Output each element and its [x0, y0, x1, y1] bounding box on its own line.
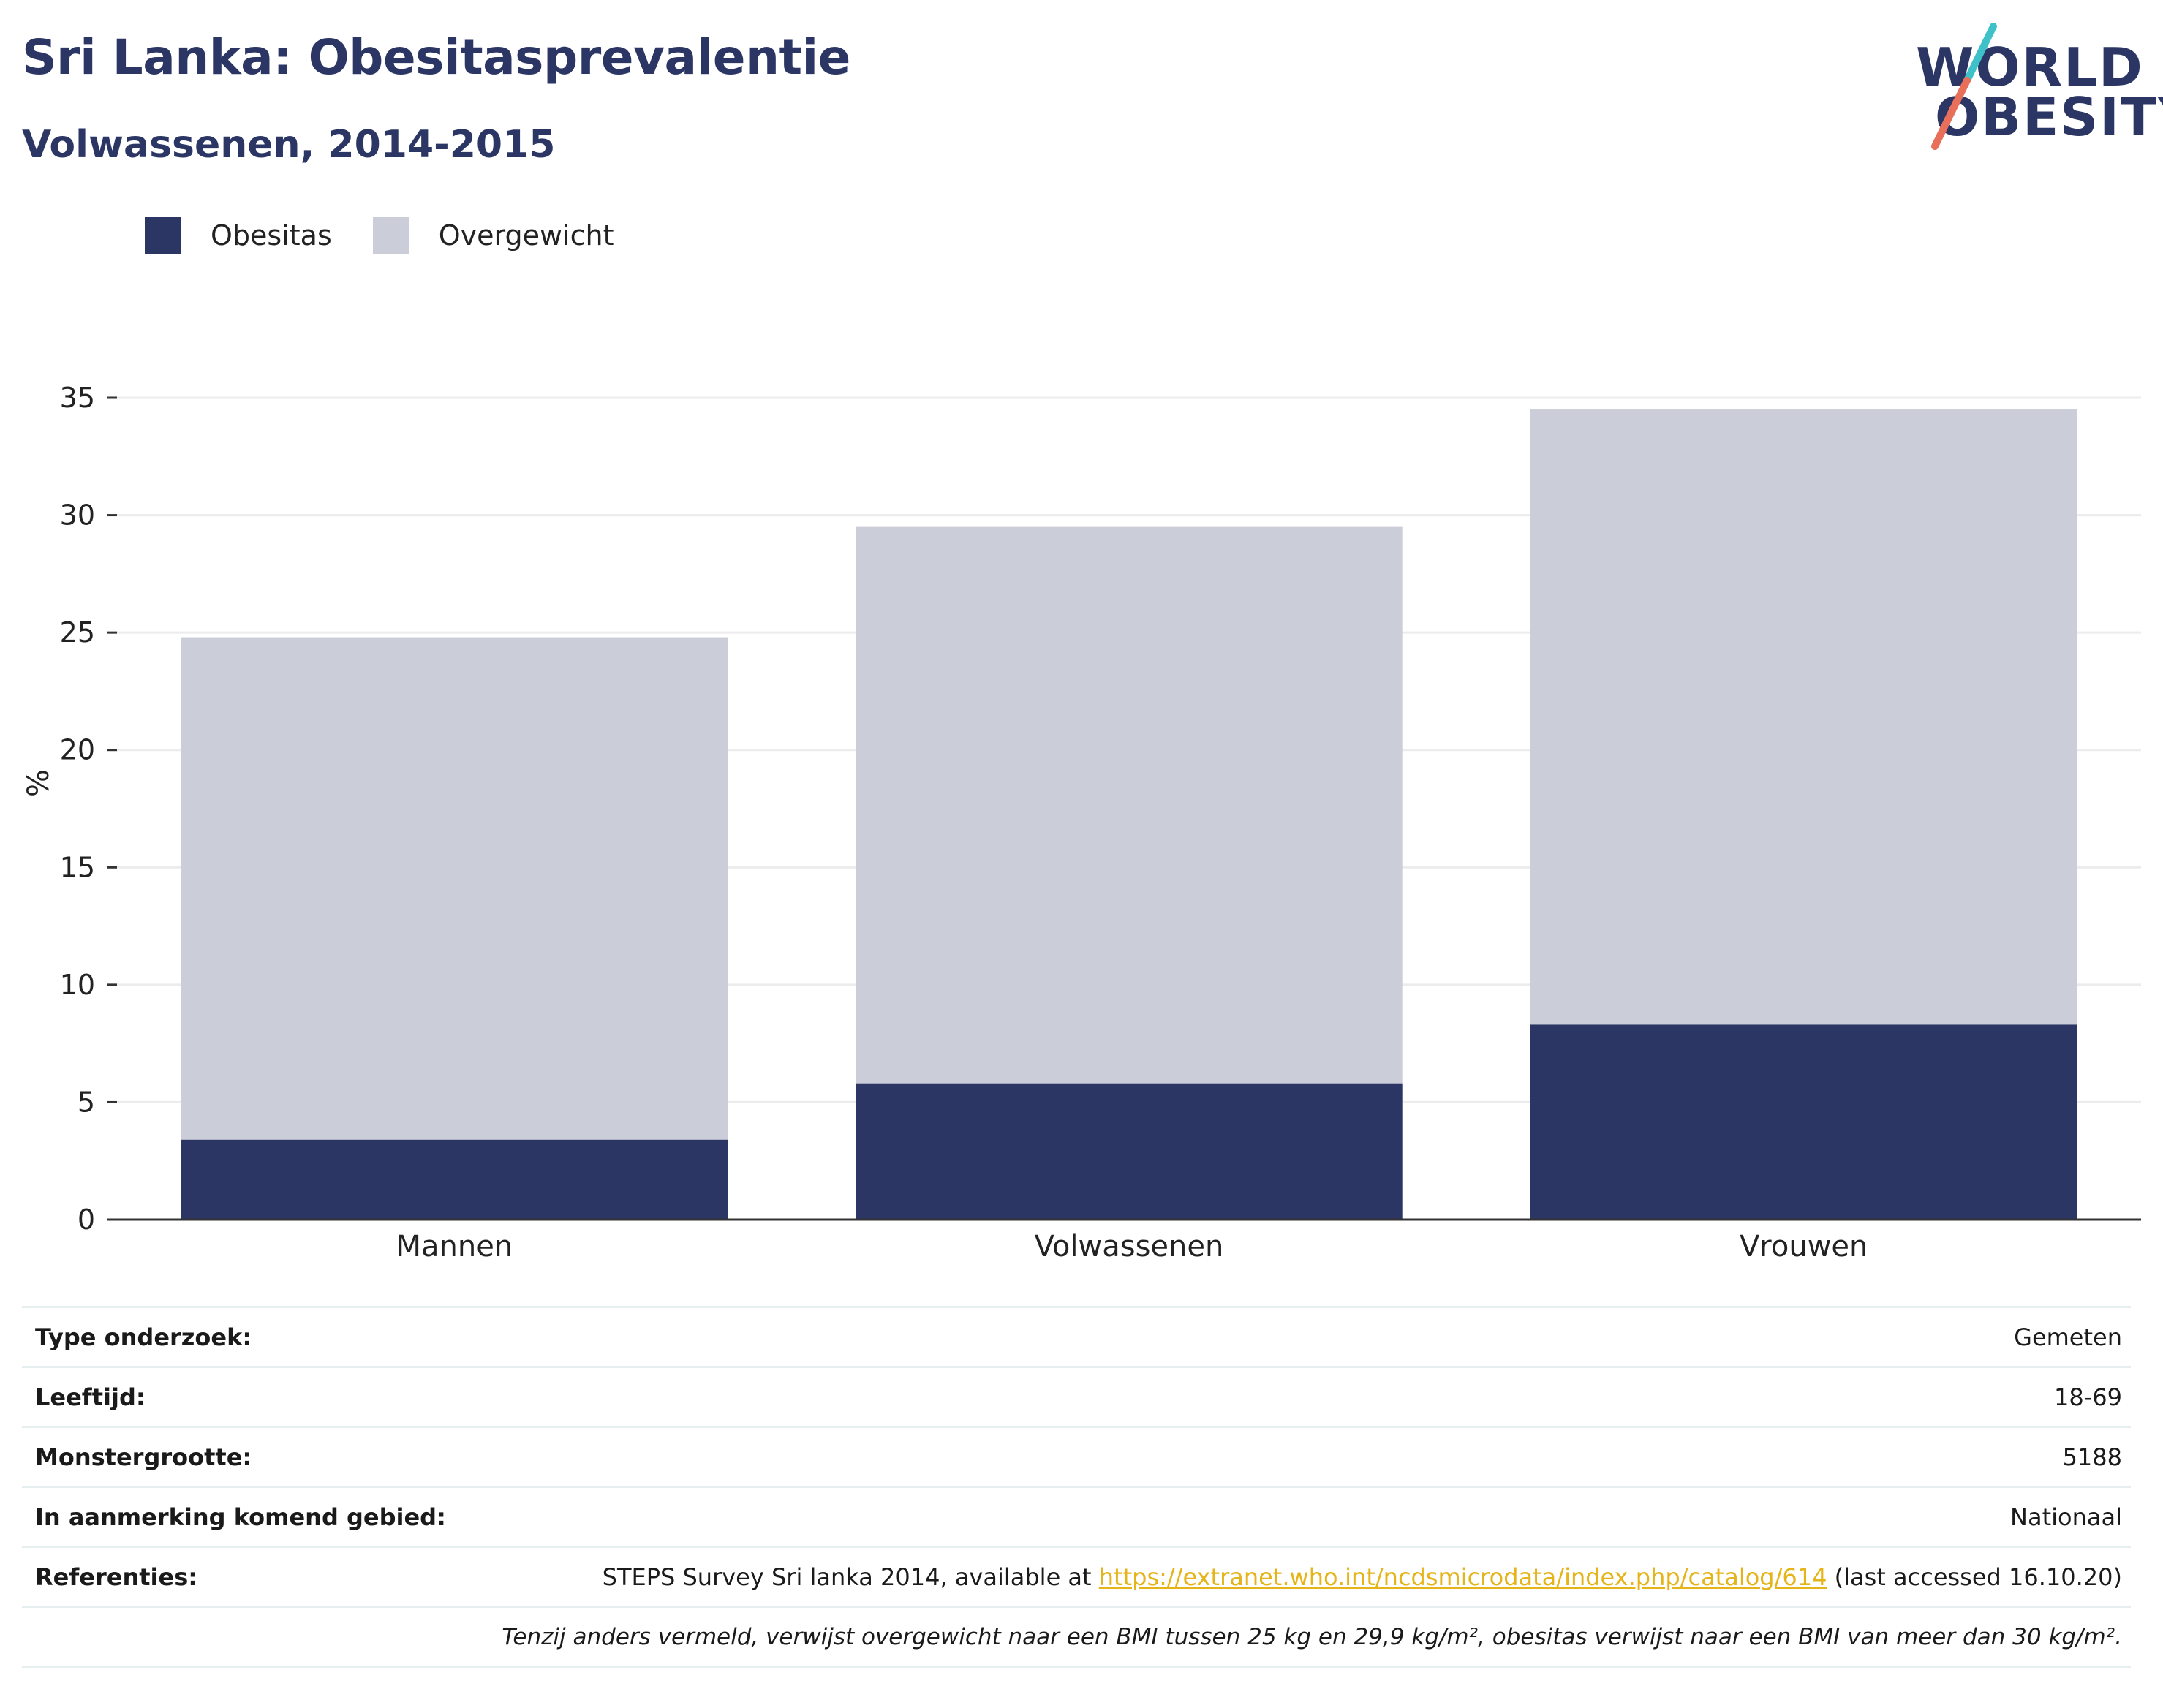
y-tick-label: 0	[78, 1203, 95, 1236]
chart-legend: Obesitas Overgewicht	[145, 216, 655, 254]
reference-text-suffix: (last accessed 16.10.20)	[1827, 1562, 2122, 1591]
bar-obesitas-volwassenen	[856, 1083, 1403, 1220]
info-key-references: Referenties:	[35, 1562, 198, 1591]
y-tick-label: 25	[60, 616, 95, 649]
legend-item-obesitas[interactable]: Obesitas	[145, 217, 332, 254]
y-tick-label: 20	[60, 734, 95, 766]
legend-item-overgewicht[interactable]: Overgewicht	[372, 217, 614, 254]
logo-slash-icon	[1931, 23, 1997, 150]
info-value: 18-69	[2054, 1383, 2122, 1411]
y-tick-label: 10	[60, 969, 95, 1001]
logo-text-obesity: OBESITY	[1935, 86, 2163, 148]
definition-note: Tenzij anders vermeld, verwijst overgewi…	[502, 1623, 2122, 1650]
bar-obesitas-mannen	[181, 1139, 728, 1220]
info-value-references: STEPS Survey Sri lanka 2014, available a…	[480, 1547, 2131, 1607]
info-row: Monstergrootte: 5188	[22, 1427, 2131, 1487]
info-row-note: Tenzij anders vermeld, verwijst overgewi…	[22, 1606, 2131, 1667]
info-key: Monstergrootte:	[35, 1443, 252, 1471]
info-row-references: Referenties: STEPS Survey Sri lanka 2014,…	[22, 1546, 2131, 1607]
legend-label-obesitas: Obesitas	[211, 219, 332, 252]
info-value: 5188	[2062, 1443, 2122, 1471]
bar-chart: 0 5 10 15 20 25 30 35 Mannen Volwassenen Vrouwen	[60, 382, 2141, 1263]
x-tick-label: Volwassenen	[1035, 1230, 1224, 1263]
info-row: Leeftijd: 18-69	[22, 1367, 2131, 1427]
info-table: Type onderzoek: Gemeten Leeftijd: 18-69 Mons…	[22, 1306, 2131, 1668]
x-tick-label: Mannen	[396, 1230, 513, 1263]
info-row: Type onderzoek: Gemeten	[22, 1307, 2131, 1367]
y-tick-label: 15	[60, 851, 95, 883]
y-tick-label: 30	[60, 499, 95, 532]
x-tick-label: Vrouwen	[1740, 1230, 1868, 1263]
info-value: Gemeten	[2014, 1323, 2122, 1351]
legend-swatch-obesitas	[145, 217, 181, 254]
bar-overgewicht-mannen	[181, 637, 728, 1220]
info-key: Type onderzoek:	[35, 1323, 252, 1351]
reference-link[interactable]: https://extranet.who.int/ncdsmicrodata/i…	[1098, 1562, 1827, 1591]
logo-text-world: WORLD	[1916, 37, 2144, 98]
legend-swatch-overgewicht	[372, 217, 409, 254]
info-row: In aanmerking komend gebied: Nationaal	[22, 1486, 2131, 1547]
info-value: Nationaal	[2010, 1503, 2122, 1531]
chart-subtitle: Volwassenen, 2014-2015	[22, 123, 556, 167]
world-obesity-logo: WORLD OBESITY	[1901, 22, 2163, 154]
info-key: Leeftijd:	[35, 1383, 146, 1411]
y-tick-label: 35	[60, 382, 95, 414]
bar-obesitas-vrouwen	[1530, 1024, 2077, 1220]
chart-title: Sri Lanka: Obesitasprevalentie	[22, 29, 850, 86]
info-key: In aanmerking komend gebied:	[35, 1503, 446, 1531]
reference-text-prefix: STEPS Survey Sri lanka 2014, available a…	[602, 1562, 1099, 1591]
y-tick-label: 5	[78, 1086, 95, 1118]
legend-label-overgewicht: Overgewicht	[438, 219, 614, 252]
